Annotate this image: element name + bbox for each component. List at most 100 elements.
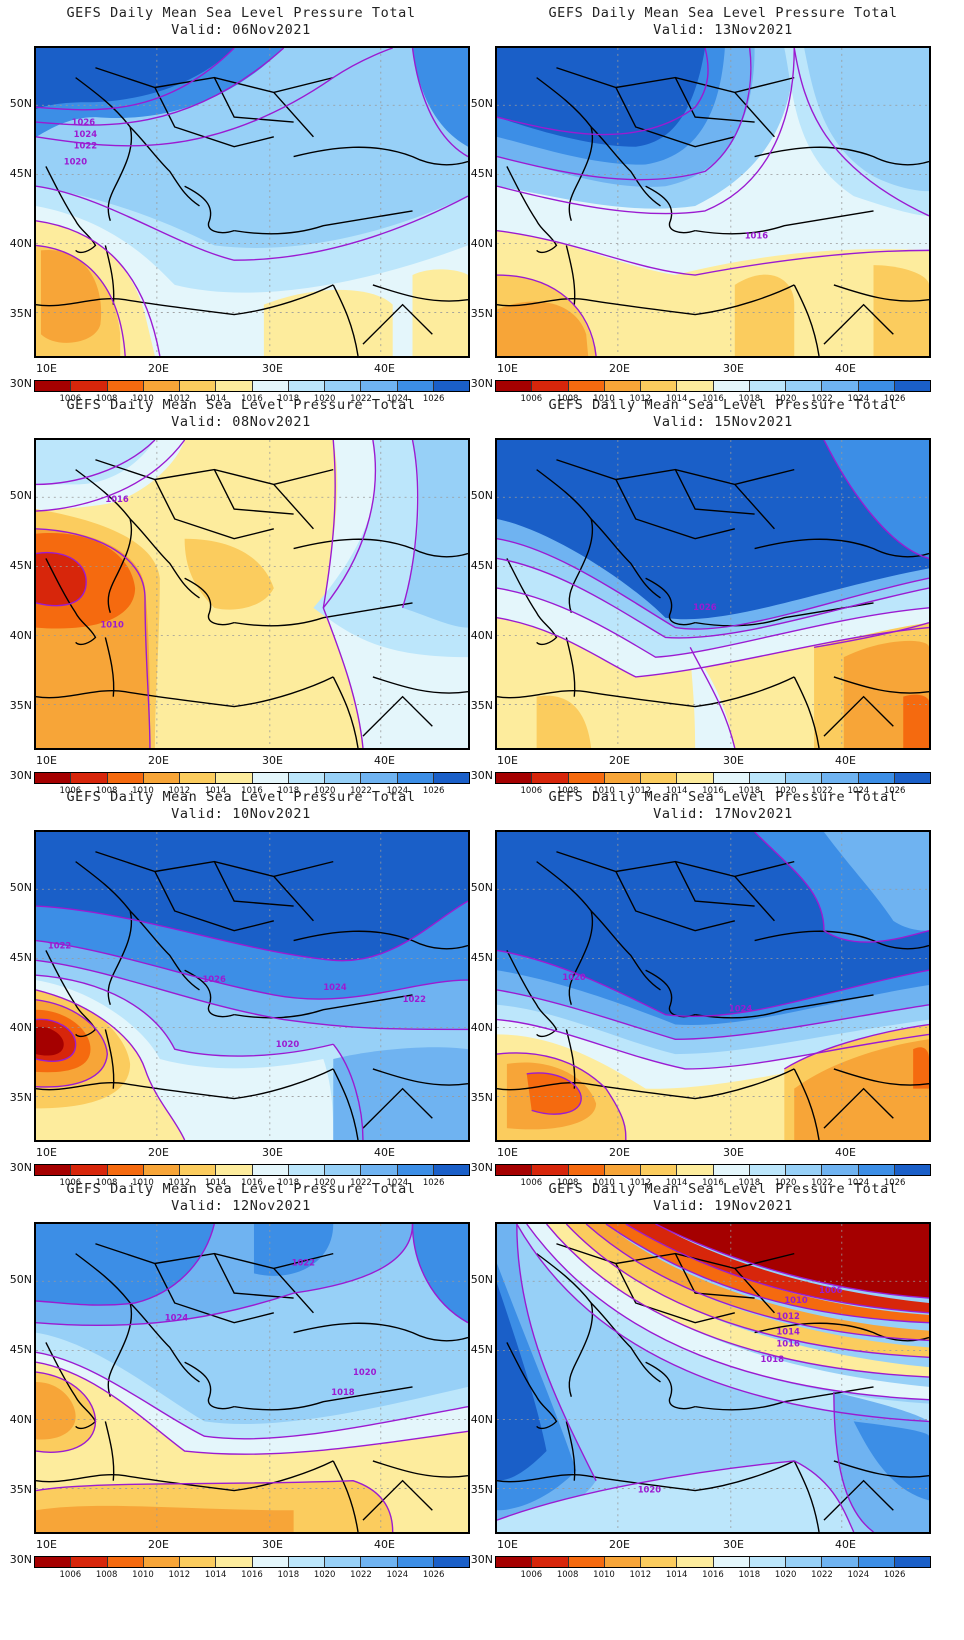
colorbar-label: 1016 [241,1570,263,1580]
map-panel: GEFS Daily Mean Sea Level Pressure Total… [0,392,482,802]
colorbar-swatch [786,1165,823,1175]
pressure-map: 1016 1010 [34,438,470,750]
latitude-tick: 30N [470,1161,493,1174]
longitude-tick: 20E [609,1146,630,1159]
colorbar-swatch [252,1557,289,1567]
longitude-tick: 10E [36,1146,57,1159]
colorbar-label: 1014 [204,786,227,796]
coastline [273,91,314,138]
colorbar-label: 1012 [629,1178,652,1188]
colorbar-swatch [894,381,930,391]
latitude-tick: 35N [470,1091,493,1104]
isobar-line [497,989,929,1040]
colorbar-label: 1020 [774,1570,797,1580]
pressure-band [586,1224,929,1341]
isobar-line [36,528,151,748]
coastline [754,146,929,166]
isobar-line [411,48,468,158]
coastline [645,185,696,234]
coastline [734,483,775,530]
coastline [568,910,594,1005]
coastline [362,303,433,345]
colorbar-swatch [361,1165,398,1175]
coastline [615,871,735,932]
colorbar-label: 1010 [132,1570,154,1580]
latitude-tick: 35N [470,307,493,320]
coastline [372,284,468,302]
coastline [75,77,200,207]
longitude-tick: 30E [262,1146,283,1159]
coastline [184,1361,235,1410]
colorbar-swatch [496,1165,533,1175]
isobar-label: 1018 [761,1354,785,1364]
isobar-line [36,1361,468,1455]
coastline [273,1267,314,1314]
longitude-tick: 20E [609,362,630,375]
colorbar-swatch [325,381,362,391]
coastline [506,1342,558,1430]
colorbar-label: 1022 [350,1570,372,1580]
panel-valid-date: Valid: 10Nov2021 [171,806,311,822]
coastline [695,210,874,235]
colorbar-label: 1014 [204,394,227,404]
coastline [154,1263,274,1324]
isobar-line [411,1224,468,1324]
colorbar-label: 1012 [168,1178,191,1188]
colorbar-label: 1014 [665,1178,688,1188]
coastline [734,91,775,138]
coastline [104,637,115,697]
panel-title: GEFS Daily Mean Sea Level Pressure Total [66,5,416,21]
colorbar-label: 1020 [774,786,797,796]
colorbar-label: 1022 [350,394,372,404]
colorbar-swatch [35,1165,72,1175]
colorbar [34,1556,470,1568]
isobar-label: 1024 [165,1313,189,1323]
colorbar-label: 1026 [422,1570,445,1580]
coastline [565,1421,576,1481]
colorbar-label: 1024 [847,394,870,404]
longitude-tick: 20E [609,754,630,767]
coastline [536,77,661,207]
colorbar-label: 1026 [422,1178,445,1188]
colorbar-swatch [496,1557,533,1567]
isobar-label: 1016 [745,231,769,241]
isobar-line [497,1018,929,1070]
isobar-label: 1026 [202,974,226,984]
latitude-tick: 50N [9,1273,32,1286]
isobar-line [36,939,468,1000]
coastline [45,166,97,254]
colorbar-label: 1022 [350,1178,372,1188]
isobar-line [36,48,285,126]
coastline [234,602,413,627]
colorbar-label: 1010 [593,1570,615,1580]
isobar-label: 1020 [562,972,586,982]
colorbar-swatch [361,381,398,391]
isobar-line [36,999,109,1088]
isobar-line [526,1224,929,1401]
colorbar-label: 1018 [738,1570,761,1580]
pressure-band [497,1460,854,1532]
colorbar-label: 1018 [277,394,300,404]
pressure-band [412,1224,468,1323]
coastline [362,1087,433,1129]
longitude-tick: 40E [374,362,395,375]
coastline [536,1253,661,1383]
map-panel: GEFS Daily Mean Sea Level Pressure Total… [471,0,964,410]
isobar-line [36,1479,394,1532]
latitude-tick: 40N [9,237,32,250]
coastline [234,210,413,235]
pressure-band [333,1047,468,1140]
coastline [754,1322,929,1342]
latitude-tick: 35N [9,699,32,712]
panel-title: GEFS Daily Mean Sea Level Pressure Total [66,397,416,413]
longitude-tick: 10E [497,362,518,375]
colorbar-label: 1006 [520,786,543,796]
colorbar-label: 1024 [386,394,409,404]
pressure-band [263,289,393,356]
colorbar-label: 1024 [847,1178,870,1188]
colorbar-swatch [822,381,859,391]
colorbar-label: 1022 [811,1570,833,1580]
coastline [75,469,200,599]
colorbar-label: 1010 [132,1178,154,1188]
colorbar-swatch [288,1165,325,1175]
